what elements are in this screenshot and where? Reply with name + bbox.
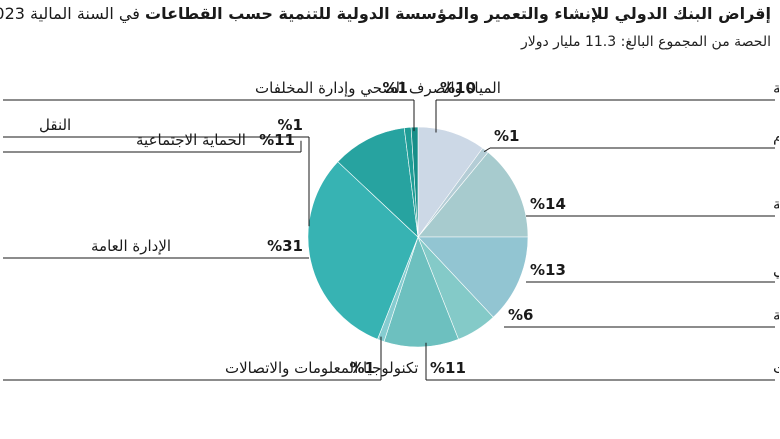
pie-slice — [418, 236, 530, 318]
slice-value-label: %6 — [509, 306, 534, 324]
slice-category-label: المياه والصرف الصحي وإدارة المخلفات — [256, 79, 502, 98]
slice-value-label: %11 — [260, 131, 296, 149]
slice-category-label: القطاع المالي — [774, 261, 780, 280]
slice-annotation: القطاع المالي %13 — [527, 261, 780, 283]
slice-value-label: %11 — [431, 359, 467, 377]
pie-slice — [418, 151, 530, 238]
slice-category-label: الصناعة والتجارة والخدمات — [774, 359, 780, 377]
slice-value-label: %31 — [268, 237, 304, 255]
slice-value-label: %10 — [441, 79, 477, 97]
slice-category-label: الصحة — [774, 306, 780, 324]
slice-category-label: الحماية الاجتماعية — [137, 131, 247, 149]
slice-annotation: الصحة %6 — [505, 306, 780, 328]
slice-annotation: المياه والصرف الصحي وإدارة المخلفات%1 — [4, 79, 502, 132]
pie-slices — [308, 126, 530, 348]
slice-annotation: الإدارة العامة %31 — [4, 237, 310, 259]
slice-annotation: النقل %1 — [4, 116, 311, 227]
slice-value-label: %1 — [384, 79, 409, 97]
slice-category-label: الإدارة العامة — [92, 237, 172, 255]
slice-category-label: الطاقة والصناعات الاستخراجية — [774, 195, 780, 213]
slice-value-label: %1 — [279, 116, 304, 134]
slice-value-label: %1 — [351, 359, 376, 377]
slice-category-label: التعليم — [774, 127, 780, 145]
slice-annotation: التعليم %1 — [484, 127, 780, 153]
pie-annotations: الزراعة والصيد والحراجة %10 التعليم %1 الطاق… — [4, 79, 780, 381]
chart-title-rest: في السنة المالية 2023 — [0, 4, 141, 23]
pie-slice — [384, 236, 460, 348]
slice-category-label: النقل — [40, 116, 72, 134]
chart-title-bold: إقراض البنك الدولي للإنشاء والتعمير والم… — [146, 4, 772, 23]
pie-slice — [411, 126, 420, 238]
slice-value-label: %1 — [495, 127, 520, 145]
chart-subtitle: الحصة من المجموع البالغ: 11.3 مليار دولا… — [521, 34, 772, 50]
slice-annotation: الصناعة والتجارة والخدمات %11 — [426, 342, 780, 381]
slice-value-label: %14 — [531, 195, 567, 213]
chart-title: إقراض البنك الدولي للإنشاء والتعمير والم… — [0, 4, 772, 23]
slice-value-label: %13 — [531, 261, 567, 279]
slice-annotation: تكنولوجيا المعلومات والاتصالات%1 — [4, 336, 419, 381]
slice-annotation: الزراعة والصيد والحراجة %10 — [436, 79, 780, 133]
slice-annotation: الحماية الاجتماعية %11 — [4, 131, 303, 153]
leader-connector — [484, 147, 492, 153]
pie-slice — [338, 127, 420, 238]
slice-category-label: تكنولوجيا المعلومات والاتصالات — [226, 359, 419, 377]
pie-slice — [308, 161, 420, 340]
slice-annotation: الطاقة والصناعات الاستخراجية %14 — [527, 195, 780, 217]
slice-category-label: الزراعة والصيد والحراجة — [774, 79, 780, 97]
